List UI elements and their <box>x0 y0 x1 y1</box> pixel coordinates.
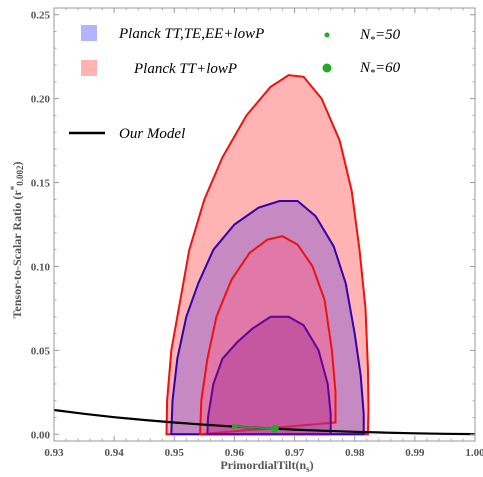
legend-label-planck-ttteee: Planck TT,TE,EE+lowP <box>118 26 264 42</box>
x-tick-label: 0.97 <box>285 447 305 459</box>
region-planck-tt-te-ee-lowp-68 <box>206 315 332 436</box>
legend-swatch-planck-ttteee <box>81 25 97 41</box>
marker-n-60 <box>270 424 279 433</box>
x-axis-title: PrimordialTilt(ns) <box>220 458 313 474</box>
x-tick-label: 0.95 <box>165 447 185 459</box>
y-tick-label: 0.20 <box>31 94 51 106</box>
y-tick-label: 0.00 <box>31 429 51 441</box>
series-n-50-to-n-60 <box>234 425 275 430</box>
x-tick-label: 1.00 <box>465 447 483 459</box>
y-axis-title: Tensor-to-Scalar Ratio (r*0.002) <box>9 162 25 319</box>
legend-label-planck-tt: Planck TT+lowP <box>133 61 237 77</box>
plot-frame <box>53 7 476 442</box>
legend-label-n60: N*=60 <box>359 60 401 79</box>
x-tick-label: 0.98 <box>345 447 365 459</box>
legend-swatch-planck-tt <box>81 60 97 76</box>
plot-area <box>53 74 476 436</box>
y-tick-label: 0.25 <box>31 10 51 22</box>
axes: 0.93 0.94 0.95 0.96 0.97 0.98 0.99 1.00 0.00 0.05… <box>31 7 483 459</box>
legend-label-n50: N*=50 <box>359 27 401 46</box>
legend-marker-n60 <box>322 63 332 73</box>
y-tick-label: 0.15 <box>31 178 51 190</box>
y-tick-label: 0.10 <box>31 261 51 273</box>
x-tick-label: 0.99 <box>405 447 425 459</box>
legend: Planck TT,TE,EE+lowP Planck TT+lowP N*=5… <box>69 25 401 142</box>
x-tick-label: 0.96 <box>225 447 245 459</box>
x-tick-label: 0.94 <box>105 447 125 459</box>
marker-n-50 <box>231 424 237 430</box>
legend-label-model: Our Model <box>119 126 185 142</box>
legend-marker-n50 <box>324 32 330 38</box>
y-tick-label: 0.05 <box>31 345 51 357</box>
x-tick-label: 0.93 <box>44 447 64 459</box>
